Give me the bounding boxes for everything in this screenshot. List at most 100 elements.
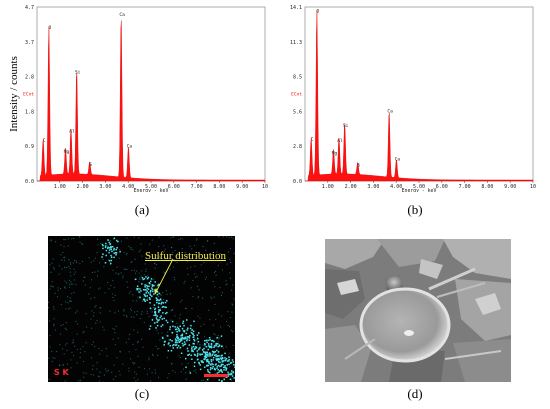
map-dot	[97, 270, 99, 272]
map-dot	[185, 307, 187, 309]
map-dot	[66, 266, 68, 269]
map-dot	[232, 331, 234, 333]
map-dot	[135, 349, 137, 351]
sulfur-dot	[157, 284, 159, 287]
map-dot	[126, 254, 128, 256]
map-dot	[51, 262, 53, 264]
sulfur-dot	[151, 285, 154, 287]
map-dot	[172, 266, 174, 268]
map-dot	[166, 257, 168, 259]
map-dot	[199, 317, 201, 319]
sulfur-dot	[142, 278, 144, 281]
map-dot	[168, 373, 170, 375]
map-dot	[76, 362, 78, 364]
map-dot	[70, 281, 72, 283]
map-dot	[136, 341, 139, 343]
map-dot	[233, 252, 235, 254]
sulfur-dot	[141, 283, 143, 285]
sulfur-dot	[206, 364, 208, 367]
map-dot	[180, 371, 182, 373]
map-dot	[222, 236, 224, 238]
sulfur-dot	[223, 366, 226, 368]
map-dot	[96, 362, 98, 364]
sulfur-map-dots	[48, 236, 235, 382]
map-dot	[219, 287, 221, 289]
map-dot	[57, 287, 59, 289]
map-dot	[173, 277, 175, 279]
sulfur-dot	[201, 353, 204, 355]
map-dot	[158, 347, 160, 349]
map-dot	[197, 315, 199, 317]
sulfur-dot	[216, 349, 218, 352]
map-dot	[136, 270, 138, 272]
map-dot	[96, 275, 99, 277]
map-dot	[222, 269, 224, 271]
map-dot	[123, 314, 125, 316]
map-dot	[172, 309, 174, 311]
map-dot	[112, 328, 114, 330]
sulfur-dot	[176, 337, 179, 340]
map-dot	[74, 279, 76, 281]
sulfur-dot	[209, 371, 211, 374]
map-dot	[67, 238, 69, 240]
map-dot	[143, 321, 145, 323]
map-dot	[208, 377, 210, 379]
map-dot	[220, 294, 223, 297]
map-dot	[122, 275, 124, 277]
sulfur-dot	[191, 329, 193, 331]
sulfur-dot	[218, 379, 220, 381]
peak-label-o: O	[316, 8, 319, 14]
map-dot	[161, 332, 163, 334]
map-dot	[205, 381, 207, 382]
x-tick-label: 10	[262, 184, 268, 190]
sulfur-dot	[116, 246, 118, 249]
map-dot	[180, 337, 182, 339]
map-dot	[69, 283, 71, 286]
map-dot	[112, 293, 114, 295]
sulfur-dot	[181, 342, 184, 345]
sulfur-dot	[150, 278, 153, 280]
map-dot	[130, 261, 132, 263]
map-dot	[95, 305, 97, 307]
map-dot	[112, 338, 114, 340]
map-dot	[165, 334, 167, 336]
map-dot	[69, 262, 72, 264]
x-axis-label: Energy - keV	[402, 188, 437, 192]
map-dot	[204, 336, 206, 338]
sulfur-dot	[201, 361, 203, 363]
map-dot	[119, 374, 121, 376]
sulfur-dot	[200, 360, 203, 362]
sulfur-dot	[154, 281, 156, 283]
map-dot	[145, 290, 147, 292]
map-dot	[126, 281, 128, 283]
map-dot	[225, 284, 227, 286]
map-dot	[123, 268, 125, 270]
map-dot	[221, 292, 223, 294]
map-dot	[126, 268, 128, 270]
map-dot	[192, 332, 194, 334]
sulfur-dot	[224, 357, 226, 359]
map-dot	[137, 355, 139, 357]
map-dot	[195, 369, 197, 371]
sulfur-dot	[175, 340, 177, 342]
map-dot	[59, 344, 61, 346]
map-dot	[218, 236, 220, 238]
sulfur-dot	[177, 327, 180, 330]
sulfur-dot	[101, 243, 104, 246]
sulfur-dot	[176, 335, 179, 338]
sulfur-dot	[205, 351, 207, 354]
sulfur-dot	[164, 312, 167, 315]
sulfur-dot	[185, 319, 188, 321]
sulfur-dot	[155, 317, 158, 319]
map-dot	[136, 314, 138, 316]
sulfur-dot	[117, 240, 119, 243]
map-dot	[60, 325, 62, 327]
sulfur-dot	[193, 320, 195, 323]
sulfur-dot	[158, 292, 161, 295]
sulfur-dot	[113, 237, 116, 240]
sulfur-dot	[191, 358, 193, 361]
map-dot	[151, 239, 153, 241]
map-dot	[113, 238, 115, 240]
map-dot	[103, 374, 105, 376]
map-dot	[79, 348, 82, 350]
